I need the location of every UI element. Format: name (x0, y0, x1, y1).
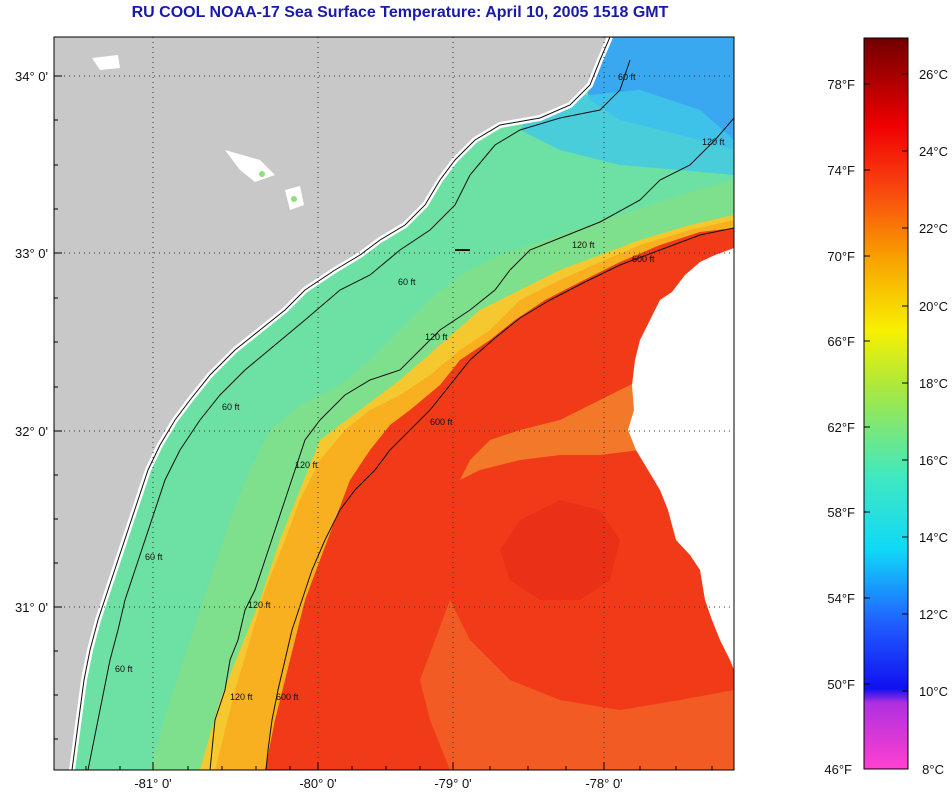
colorbar (863, 37, 909, 770)
colorbar-c-label: 8°C (922, 762, 944, 777)
contour-label-120: 120 ft (702, 137, 725, 147)
colorbar-c-label: 16°C (919, 453, 948, 468)
contour-label-60: 60 ft (222, 402, 240, 412)
colorbar-f-label: 66°F (827, 334, 855, 349)
gulf-stream (265, 228, 734, 770)
lat-label: 32° 0' (15, 424, 48, 439)
no-data-region (628, 248, 734, 670)
lon-label: -79° 0' (434, 776, 471, 791)
contour-600ft (265, 227, 734, 770)
colorbar-c-label: 22°C (919, 221, 948, 236)
contour-label-60: 60 ft (618, 72, 636, 82)
land-mass (54, 37, 610, 770)
contour-label-120: 120 ft (248, 600, 271, 610)
colorbar-c-label: 26°C (919, 67, 948, 82)
colorbar-c-label: 18°C (919, 376, 948, 391)
warm-core-ring (500, 500, 620, 600)
colorbar-c-label: 12°C (919, 607, 948, 622)
colorbar-f-label: 54°F (827, 591, 855, 606)
lon-label: -78° 0' (585, 776, 622, 791)
lat-label: 31° 0' (15, 600, 48, 615)
cool-filament (420, 600, 734, 770)
contour-label-600: 600 ft (430, 417, 453, 427)
coastline (71, 37, 611, 770)
contour-label-120: 120 ft (425, 332, 448, 342)
colorbar-c-label: 10°C (919, 684, 948, 699)
contour-label-120: 120 ft (230, 692, 253, 702)
lon-label: -80° 0' (299, 776, 336, 791)
colorbar-f-label: 78°F (827, 77, 855, 92)
lake-marion-dot (259, 171, 265, 177)
map-title: RU COOL NOAA-17 Sea Surface Temperature:… (131, 4, 669, 21)
colorbar-f-label: 46°F (824, 762, 852, 777)
lon-ticks (85, 762, 713, 770)
contour-label-60: 60 ft (398, 277, 416, 287)
map-frame (53, 36, 735, 771)
contour-label-60: 60 ft (145, 552, 163, 562)
cold-pocket-outer (520, 90, 734, 175)
contour-60ft (87, 59, 631, 770)
contour-label-120: 120 ft (572, 240, 595, 250)
colorbar-f-label: 58°F (827, 505, 855, 520)
map-area[interactable]: 60 ft 60 ft 60 ft 60 ft 60 ft 120 ft 120… (54, 37, 734, 770)
colorbar-f-label: 74°F (827, 163, 855, 178)
colorbar-ticks (864, 73, 908, 692)
colorbar-f-label: 62°F (827, 420, 855, 435)
contour-label-60: 60 ft (115, 664, 133, 674)
lake-1 (92, 55, 120, 70)
lon-label: -81° 0' (134, 776, 171, 791)
contour-label-600: 600 ft (632, 254, 655, 264)
contour-label-600: 600 ft (276, 692, 299, 702)
warm-eddy-band (460, 380, 640, 480)
colorbar-f-label: 50°F (827, 677, 855, 692)
lat-label: 34° 0' (15, 69, 48, 84)
graticule (54, 37, 734, 770)
lat-ticks (54, 75, 62, 740)
contour-120ft (209, 117, 734, 770)
lake-moultrie-dot (291, 196, 297, 202)
colorbar-c-label: 20°C (919, 299, 948, 314)
colorbar-c-label: 24°C (919, 144, 948, 159)
contour-label-120: 120 ft (295, 460, 318, 470)
colorbar-f-label: 70°F (827, 249, 855, 264)
colorbar-c-label: 14°C (919, 530, 948, 545)
lat-label: 33° 0' (15, 246, 48, 261)
